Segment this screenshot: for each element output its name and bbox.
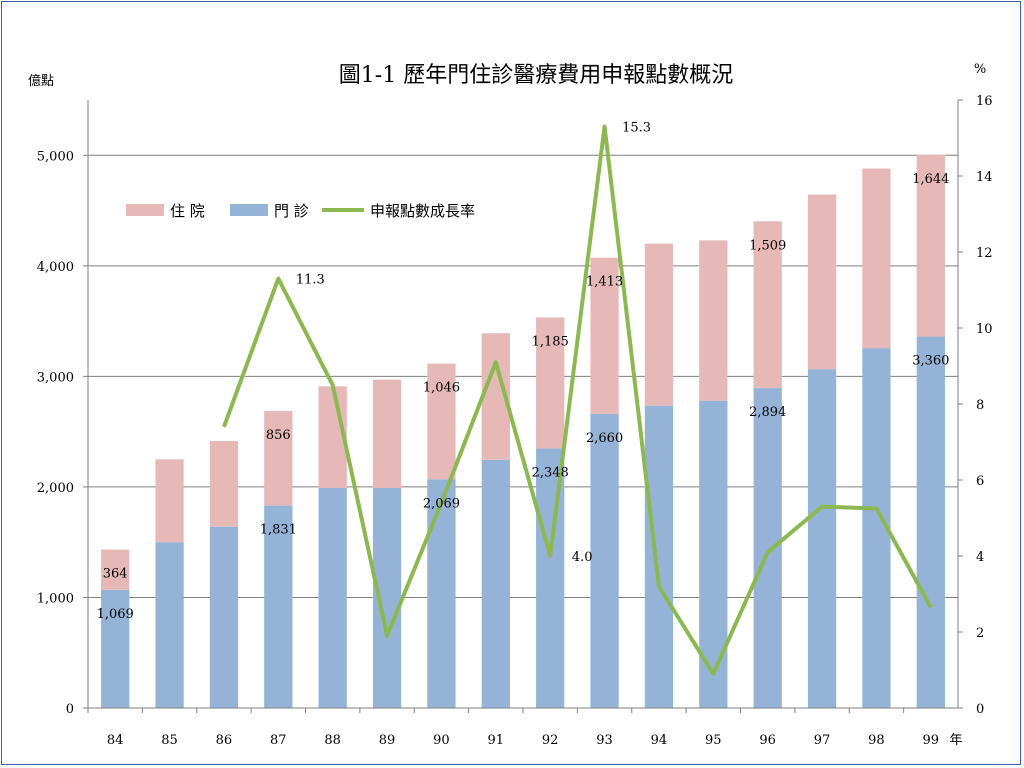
x-tick-label: 87 (270, 733, 287, 748)
left-axis-unit: 億點 (28, 73, 54, 89)
data-label: 1,644 (912, 172, 949, 187)
right-tick-label: 8 (976, 398, 984, 413)
data-label: 364 (103, 567, 128, 582)
data-label: 2,069 (423, 496, 460, 511)
legend-label-outpatient: 門 診 (274, 202, 309, 220)
data-labels: 364 1,069 856 1,831 1,046 2,069 1,185 2,348 1,41… (97, 121, 950, 622)
x-tick-label: 93 (596, 733, 613, 748)
data-label: 4.0 (572, 550, 593, 565)
legend-label-growth: 申報點數成長率 (370, 202, 475, 220)
right-tick-label: 14 (976, 170, 993, 185)
x-tick-label: 94 (651, 733, 668, 748)
bar-inpatient (644, 243, 674, 406)
chart-title: 圖1-1 歷年門住診醫療費用申報點數概況 (339, 63, 733, 88)
data-label: 1,831 (260, 523, 297, 538)
left-tick-label: 1,000 (37, 591, 74, 606)
left-tick-label: 2,000 (37, 481, 74, 496)
left-tick-label: 4,000 (37, 260, 74, 275)
bar-outpatient (427, 479, 456, 708)
legend-label-inpatient: 住 院 (170, 202, 205, 220)
data-label: 1,185 (532, 334, 569, 349)
right-tick-label: 10 (976, 322, 993, 337)
x-tick-label: 98 (868, 733, 885, 748)
right-tick-label: 2 (976, 626, 984, 641)
data-label: 1,046 (423, 381, 460, 396)
x-tick-label: 89 (379, 733, 396, 748)
data-label: 2,348 (532, 465, 569, 480)
bar-inpatient (536, 317, 565, 449)
x-tick-label: 99 (923, 733, 940, 748)
data-label: 2,894 (749, 405, 786, 420)
data-label: 1,069 (97, 607, 134, 622)
left-tick-label: 5,000 (37, 149, 74, 164)
x-tick-label: 88 (324, 733, 341, 748)
axes: 0 1,000 2,000 3,000 4,000 5,000 0 2 4 6 8 10 12 14 16 8… (37, 94, 993, 748)
x-tick-label: 85 (161, 733, 178, 748)
x-tick-label: 95 (705, 733, 722, 748)
bar-inpatient (101, 549, 130, 590)
x-tick-label: 84 (107, 733, 124, 748)
bar-inpatient (862, 168, 891, 349)
data-label: 15.3 (622, 121, 651, 136)
left-tick-label: 0 (66, 702, 74, 717)
bars (101, 154, 945, 708)
bar-outpatient (644, 405, 674, 708)
growth-line (222, 124, 933, 676)
x-tick-label: 97 (814, 733, 831, 748)
x-axis-unit: 年 (949, 733, 962, 748)
bar-outpatient (318, 488, 347, 708)
bar-inpatient (916, 154, 945, 337)
data-label: 1,413 (586, 275, 623, 290)
right-tick-label: 12 (976, 246, 993, 261)
x-tick-label: 91 (488, 733, 505, 748)
bar-inpatient (427, 363, 456, 480)
bar-outpatient (590, 413, 619, 708)
right-axis-unit: % (974, 62, 986, 77)
bar-outpatient (101, 589, 130, 708)
bar-outpatient (209, 526, 239, 708)
data-label: 856 (266, 428, 291, 443)
x-tick-label: 86 (216, 733, 233, 748)
right-tick-label: 0 (976, 702, 984, 717)
x-tick-label: 90 (433, 733, 450, 748)
bar-outpatient (155, 542, 184, 708)
x-tick-label: 96 (759, 733, 776, 748)
bar-outpatient (753, 388, 782, 708)
bar-outpatient (916, 336, 945, 708)
bar-inpatient (209, 441, 239, 527)
bar-outpatient (699, 400, 728, 708)
bar-outpatient (807, 369, 837, 708)
bar-inpatient (155, 459, 184, 543)
x-tick-label: 92 (542, 733, 559, 748)
legend: 住 院 門 診 申報點數成長率 (126, 202, 475, 220)
right-tick-label: 6 (976, 474, 984, 489)
bar-inpatient (753, 221, 782, 389)
growth-rate-line (222, 124, 933, 676)
right-tick-label: 4 (976, 550, 984, 565)
left-tick-label: 3,000 (37, 370, 74, 385)
bar-outpatient (481, 459, 510, 708)
data-label: 1,509 (749, 238, 786, 253)
data-label: 11.3 (296, 273, 325, 288)
bar-inpatient (807, 194, 837, 370)
bar-inpatient (264, 410, 293, 506)
data-label: 3,360 (912, 354, 949, 369)
right-tick-label: 16 (976, 94, 993, 109)
legend-swatch-inpatient (126, 204, 164, 216)
bar-inpatient (372, 379, 402, 489)
bar-inpatient (590, 257, 619, 414)
legend-swatch-outpatient (230, 204, 268, 216)
bar-inpatient (699, 240, 728, 401)
bar-outpatient (264, 505, 293, 708)
data-label: 2,660 (586, 431, 623, 446)
